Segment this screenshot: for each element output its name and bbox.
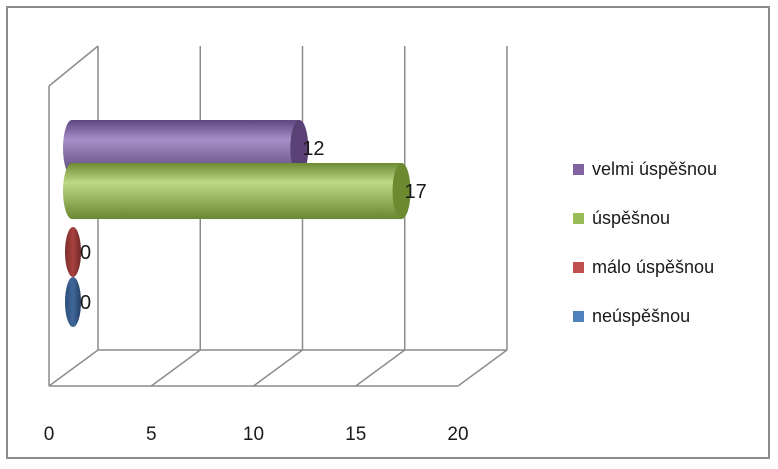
legend-item: úspěšnou xyxy=(573,208,670,228)
bars xyxy=(63,120,411,327)
data-label: 17 xyxy=(405,181,427,203)
legend-label: neúspěšnou xyxy=(592,306,690,326)
legend-label: úspěšnou xyxy=(592,208,670,228)
floor-side xyxy=(48,349,99,387)
legend-label: velmi úspěšnou xyxy=(592,159,717,179)
bar-body xyxy=(72,163,402,219)
floor-gridline-15 xyxy=(355,349,406,387)
legend-swatch xyxy=(573,311,584,322)
bar-málo-úspěšnou xyxy=(65,227,81,277)
legend-item: málo úspěšnou xyxy=(573,257,714,277)
legend-swatch xyxy=(573,262,584,273)
legend-item: neúspěšnou xyxy=(573,306,690,326)
floor-gridline-20 xyxy=(457,349,508,387)
bar-cap-end xyxy=(290,120,309,176)
bar-neúspěšnou xyxy=(65,277,81,327)
bar-cap-start xyxy=(63,163,81,219)
bar-cap-end xyxy=(392,163,411,219)
x-tick-label: 5 xyxy=(146,424,157,445)
floor-gridline-5 xyxy=(150,349,201,387)
x-tick-label: 10 xyxy=(243,424,264,445)
bar-úspěšnou xyxy=(63,163,411,219)
chart-frame xyxy=(6,6,770,459)
side-wall-top xyxy=(48,45,99,87)
legend-swatch xyxy=(573,164,584,175)
bar-disc xyxy=(65,277,81,327)
data-labels: 12 17 0 0 xyxy=(80,138,427,314)
x-tick-label: 0 xyxy=(44,424,55,445)
legend-swatch xyxy=(573,213,584,224)
bar-disc xyxy=(65,227,81,277)
legend-item: velmi úspěšnou xyxy=(573,159,717,179)
data-label: 0 xyxy=(80,292,91,314)
x-axis-ticks: 0 5 10 15 20 xyxy=(44,424,469,445)
data-label: 12 xyxy=(302,138,324,160)
floor-gridline-10 xyxy=(253,349,303,387)
x-tick-label: 15 xyxy=(345,424,366,445)
x-tick-label: 20 xyxy=(447,424,468,445)
bar-cap-start xyxy=(63,120,81,176)
legend: velmi úspěšnou úspěšnou málo úspěšnou neúsp… xyxy=(573,159,717,326)
legend-label: málo úspěšnou xyxy=(592,257,714,277)
data-label: 0 xyxy=(80,242,91,264)
